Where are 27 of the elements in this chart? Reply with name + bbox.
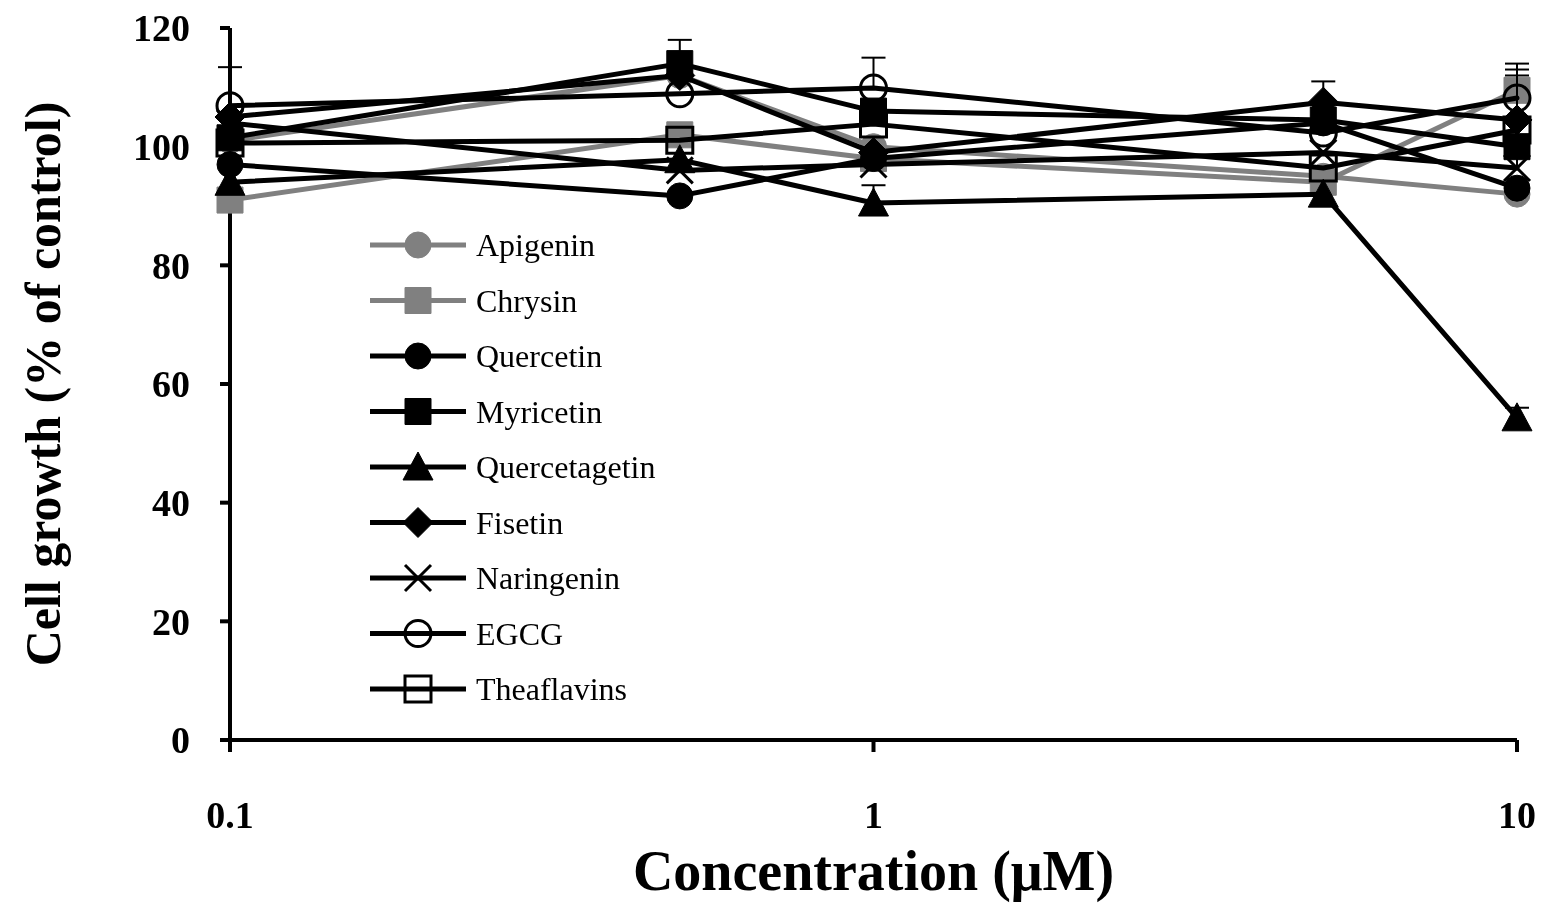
y-tick-label: 20	[152, 600, 190, 643]
point	[858, 187, 889, 217]
x-tick-label: 1	[864, 794, 883, 836]
y-axis-title: Cell growth (% of control)	[15, 101, 71, 667]
legend-label: Chrysin	[476, 282, 578, 319]
x-tick-label: 0.1	[206, 794, 254, 836]
y-tick-label: 0	[171, 719, 190, 762]
point	[1502, 83, 1532, 113]
y-tick-label: 80	[152, 244, 190, 287]
legend-label: Quercetin	[476, 338, 603, 375]
y-tick-label: 120	[133, 7, 190, 50]
x-tick-label: 10	[1498, 794, 1536, 836]
legend-label: EGCG	[476, 615, 564, 652]
point	[1502, 115, 1532, 145]
legend-label: Theaflavins	[476, 671, 628, 708]
x-axis-title: Concentration (μM)	[632, 840, 1115, 903]
legend-label: Naringenin	[476, 560, 620, 597]
y-tick-label: 40	[152, 481, 190, 524]
legend-label: Fisetin	[476, 504, 564, 541]
point	[1501, 402, 1533, 432]
legend-label: Quercetagetin	[476, 449, 656, 486]
legend-label: Apigenin	[476, 227, 596, 264]
legend-label: Myricetin	[476, 393, 603, 430]
point	[1503, 174, 1531, 202]
y-tick-label: 60	[152, 363, 190, 406]
point	[1502, 153, 1532, 183]
y-tick-label: 100	[133, 125, 190, 168]
